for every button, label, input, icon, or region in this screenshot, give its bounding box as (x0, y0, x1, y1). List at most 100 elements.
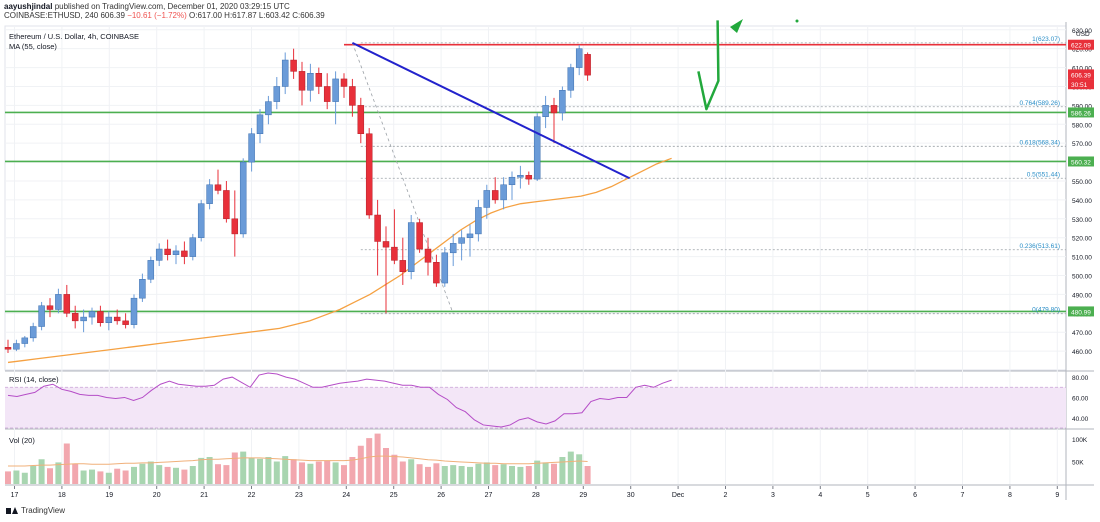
volume-bar-up (30, 466, 37, 484)
x-axis-tick-label: 28 (532, 492, 540, 499)
volume-bar-down (349, 457, 356, 484)
volume-bar-up (38, 459, 45, 484)
volume-bar-up (567, 451, 574, 484)
price-axis-label: 540.00 (1072, 198, 1092, 205)
candle-body-up (105, 316, 113, 323)
ma55-line (7, 157, 672, 364)
volume-bar-down (215, 464, 221, 484)
x-axis-tick-label: 9 (1055, 492, 1059, 499)
candle-body-up (307, 73, 314, 91)
fib-level-label: 0(479.80) (1032, 307, 1060, 314)
volume-bar-down (72, 463, 79, 484)
candle-body-down (71, 313, 79, 322)
currency-label: USD (1076, 31, 1090, 38)
candle-body-up (88, 311, 96, 318)
volume-bar-up (450, 465, 457, 484)
price-axis-label: 510.00 (1072, 255, 1092, 262)
candle-body-up (239, 161, 247, 235)
x-axis-tick-label: 3 (771, 492, 775, 499)
volume-bar-up (105, 472, 112, 484)
candle-body-down (4, 347, 12, 350)
volume-bar-up (257, 458, 263, 484)
candle-body-down (223, 190, 230, 220)
candle-body-down (550, 105, 558, 114)
fib-level-label: 0.236(513.61) (1020, 243, 1060, 250)
symbol-label: COINBASE:ETHUSD, 240 (4, 11, 99, 20)
volume-bar-up (156, 465, 163, 484)
volume-bar-up (458, 466, 465, 484)
candle-body-up (475, 207, 482, 235)
trend-line (351, 41, 631, 180)
tradingview-footer: TradingView (6, 506, 65, 515)
volume-bar-up (248, 457, 255, 484)
volume-bar-up (441, 466, 448, 484)
fib-level-label: 0.764(589.26) (1020, 100, 1060, 107)
candle-body-up (542, 105, 549, 117)
volume-bar-up (282, 456, 289, 484)
rsi-band (5, 387, 1066, 428)
candle-body-up (139, 279, 146, 299)
volume-axis-label: 100K (1072, 437, 1088, 444)
fib-level-label: 0.618(568.34) (1020, 139, 1060, 146)
price-tag (1068, 107, 1094, 118)
candle-body-up (483, 190, 491, 208)
chart-header: aayushjindal published on TradingView.co… (4, 2, 325, 20)
candle-body-up (407, 222, 415, 272)
price-axis-label: 630.00 (1072, 28, 1092, 35)
price-tag (1068, 306, 1094, 317)
volume-bar-down (492, 465, 499, 484)
volume-bar-up (509, 466, 515, 484)
volume-bar-up (475, 463, 482, 484)
x-axis-tick-label: 20 (153, 492, 161, 499)
volume-bar-down (366, 438, 373, 484)
candle-body-up (332, 78, 339, 102)
x-axis-tick-label: 30 (627, 492, 635, 499)
volume-bar-up (467, 466, 473, 484)
volume-bar-up (13, 470, 20, 484)
x-axis-tick-label: Dec (672, 492, 685, 499)
volume-bar-down (584, 466, 591, 484)
candle-body-up (13, 343, 20, 350)
candle-body-up (508, 176, 516, 186)
candle-body-up (155, 248, 163, 261)
rsi-title: RSI (14, close) (9, 375, 59, 384)
x-axis-tick-label: 19 (105, 492, 113, 499)
price-axis-label: 610.00 (1072, 66, 1092, 73)
candle-body-up (517, 175, 524, 178)
tradingview-brand[interactable]: TradingView (21, 506, 66, 515)
volume-bar-down (315, 461, 322, 484)
price-axis-label: 590.00 (1072, 103, 1092, 110)
candle-body-up (441, 252, 449, 284)
volume-ma-line (8, 455, 588, 467)
x-axis-tick-label: 23 (295, 492, 303, 499)
volume-bar-up (89, 469, 95, 484)
price-tag (1068, 79, 1094, 90)
x-axis-tick-label: 25 (390, 492, 398, 499)
ma-label: MA (55, close) (9, 42, 57, 51)
candle-body-down (525, 175, 533, 180)
candle-body-up (273, 86, 281, 102)
chart-title: Ethereum / U.S. Dollar, 4h, COINBASE (9, 32, 139, 41)
candle-body-down (122, 320, 129, 325)
published-info: published on TradingView.com, December 0… (54, 2, 290, 11)
author-name[interactable]: aayushjindal (4, 2, 53, 11)
volume-bar-up (147, 461, 154, 484)
volume-bar-up (500, 464, 507, 484)
price-axis-label: 470.00 (1072, 330, 1092, 337)
candle-body-up (256, 114, 264, 134)
candle-body-down (416, 222, 423, 250)
volume-bar-down (324, 460, 331, 484)
volume-bar-up (576, 454, 583, 484)
candle-body-up (80, 316, 87, 322)
candle-body-up (567, 67, 575, 91)
x-axis-tick-label: 5 (866, 492, 870, 499)
candle-body-down (97, 311, 104, 323)
rsi-axis-label: 60.00 (1072, 395, 1089, 402)
x-axis-tick-label: 24 (342, 492, 350, 499)
volume-bar-down (391, 454, 398, 484)
volume-bar-up (332, 462, 339, 484)
candle-body-up (248, 133, 255, 163)
x-axis-tick-label: 29 (579, 492, 587, 499)
volume-bar-up (273, 461, 280, 484)
